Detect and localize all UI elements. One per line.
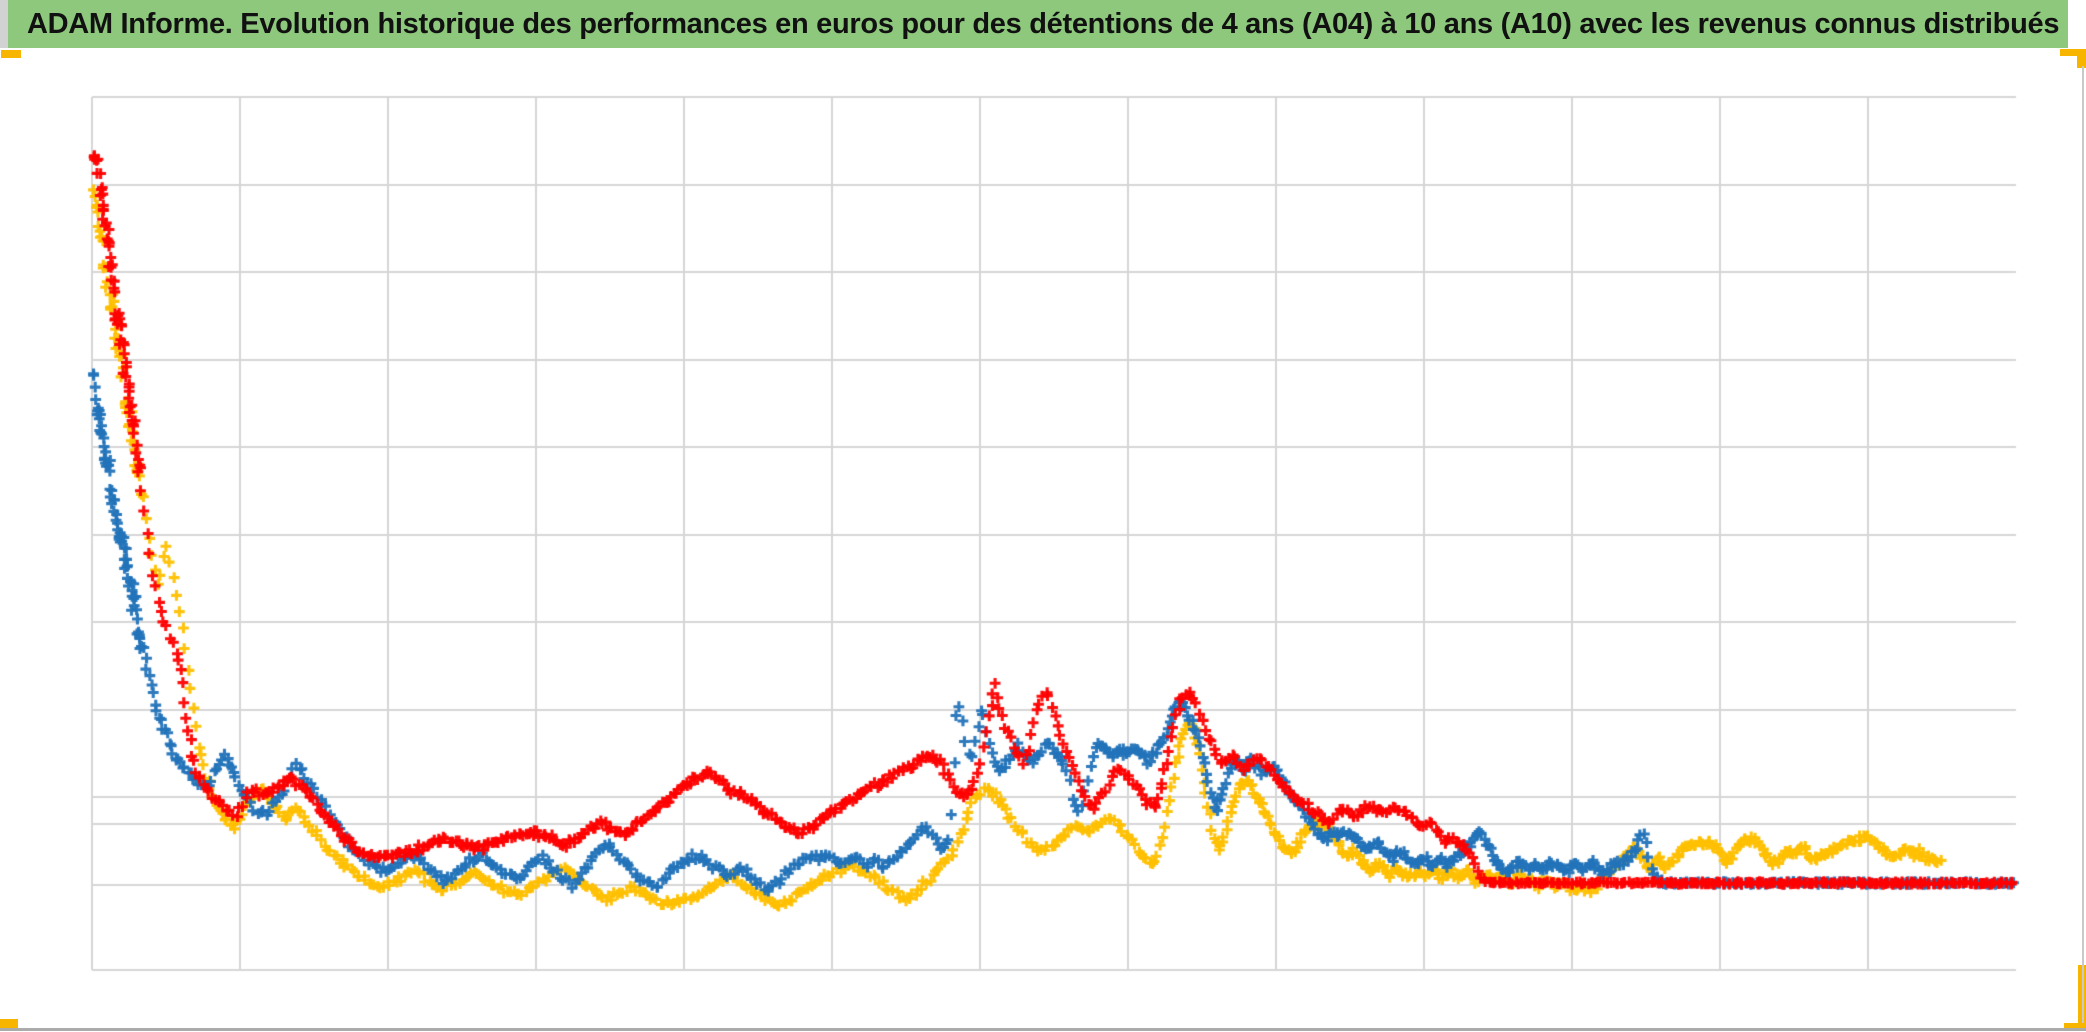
left-edge-sliver	[0, 0, 8, 48]
sheet-right-border	[2082, 66, 2084, 1023]
selection-handle-bottom-right[interactable]	[2064, 1023, 2086, 1030]
chart-title-bar: ADAM Informe. Evolution historique des p…	[8, 0, 2068, 48]
selection-handle-top-right[interactable]	[2060, 49, 2086, 56]
page-title: ADAM Informe. Evolution historique des p…	[27, 7, 2060, 40]
selection-handle-bottom-left[interactable]	[0, 1019, 18, 1030]
selection-handle-top-left[interactable]	[1, 50, 21, 58]
selection-handle-top-right-leg[interactable]	[2077, 49, 2086, 68]
sheet-bottom-border	[0, 1028, 2086, 1031]
